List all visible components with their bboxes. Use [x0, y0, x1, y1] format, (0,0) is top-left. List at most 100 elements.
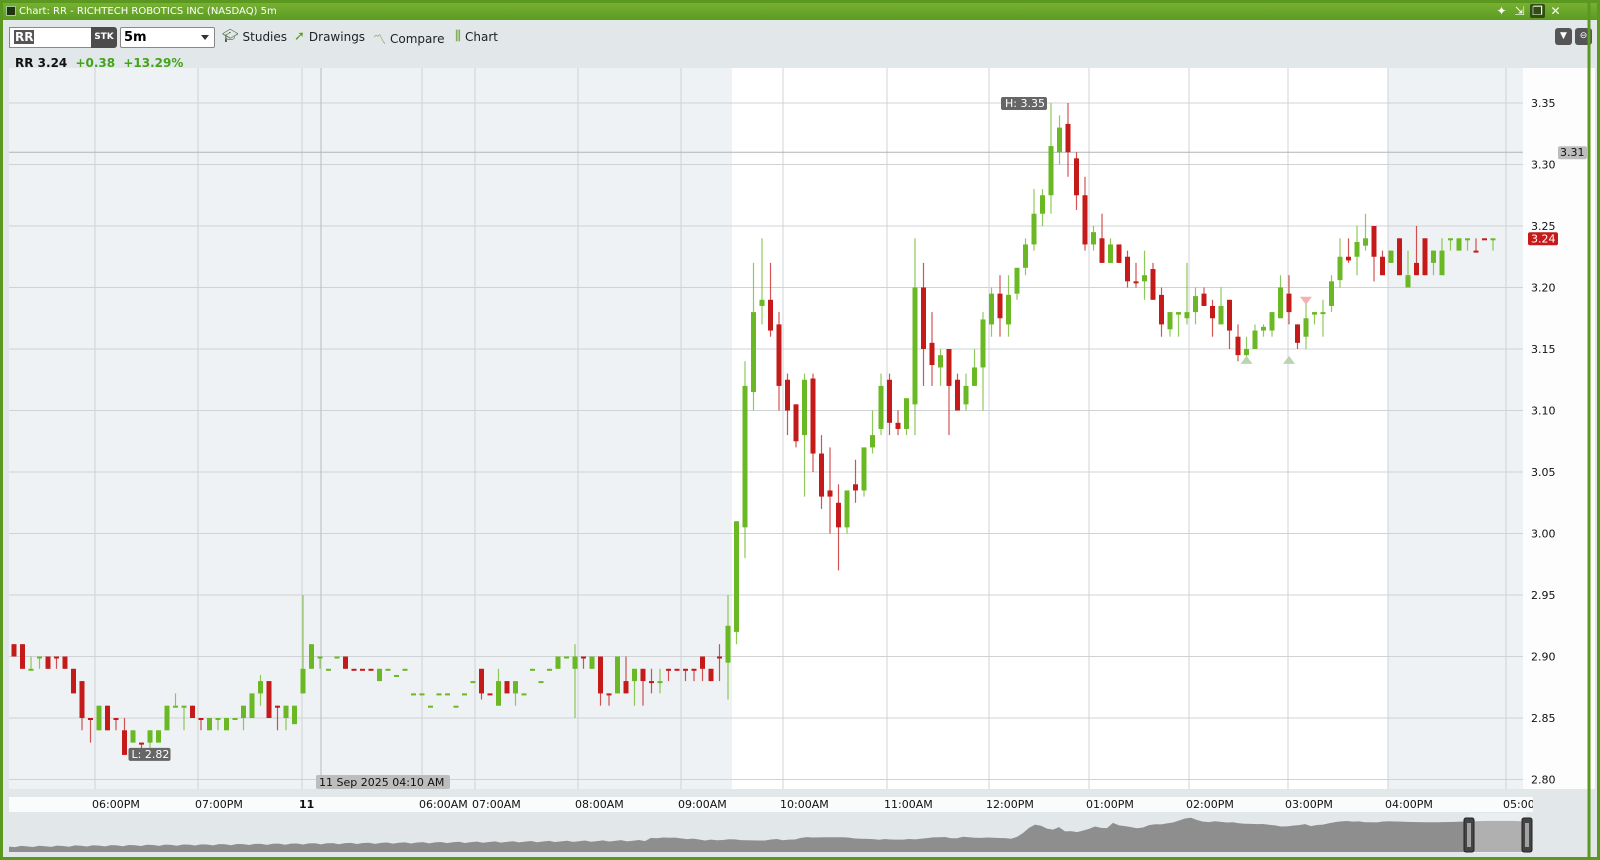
candle-body: [1482, 238, 1487, 241]
crosshair-date-label: 11 Sep 2025 04:10 AM: [319, 776, 444, 789]
candle-body: [717, 656, 722, 659]
price-tick-label: 3.20: [1531, 282, 1556, 295]
candle-body: [1227, 299, 1232, 331]
candle-body: [1142, 275, 1147, 282]
candle: [164, 705, 170, 731]
chart-type-button[interactable]: ⫼ Chart: [455, 29, 498, 44]
time-tick-label: 11:00AM: [884, 798, 933, 811]
candle: [1184, 262, 1190, 325]
candle-body: [360, 668, 365, 671]
compare-button[interactable]: 〽 Compare: [373, 29, 445, 49]
candle-body: [266, 681, 272, 718]
restore-icon[interactable]: ❐: [1530, 4, 1545, 18]
candle-body: [708, 668, 714, 682]
high-label-bg: [1001, 97, 1047, 110]
navigator-left-handle[interactable]: [1463, 817, 1475, 853]
interval-select[interactable]: 5m: [120, 27, 215, 48]
candle-body: [785, 379, 790, 411]
dropdown-menu-button[interactable]: ▼: [1555, 28, 1572, 45]
candle-body: [1193, 296, 1198, 313]
candle: [96, 705, 102, 731]
candle-body: [1278, 287, 1283, 319]
price-tick-label: 2.95: [1531, 589, 1556, 602]
candle: [309, 644, 314, 669]
candle-body: [1099, 238, 1105, 263]
symbol-input[interactable]: RR: [9, 27, 93, 48]
candles: [11, 103, 1496, 755]
candle: [1116, 244, 1122, 263]
candle: [759, 238, 765, 325]
candle: [819, 435, 824, 509]
candle: [1167, 312, 1173, 337]
candle: [1099, 213, 1105, 263]
candle-body: [504, 681, 510, 694]
candle: [394, 674, 399, 677]
hline-price-tag: [1558, 146, 1587, 160]
regular-session-area: [732, 68, 1388, 789]
candle-body: [20, 644, 25, 669]
candle-body: [810, 378, 816, 454]
candle: [1252, 324, 1258, 349]
navigator-right-handle[interactable]: [1521, 817, 1533, 853]
candle: [946, 349, 952, 436]
candle: [1431, 250, 1436, 276]
sec-type-badge[interactable]: STK: [91, 27, 117, 48]
candle-body: [564, 656, 569, 659]
candle-body: [173, 705, 178, 708]
candle-body: [912, 287, 918, 405]
candle: [1439, 238, 1445, 276]
candle: [836, 484, 841, 571]
candle-body: [1346, 256, 1351, 261]
detach-icon[interactable]: ⇲: [1514, 4, 1525, 18]
candle: [1405, 250, 1411, 288]
candle-body: [640, 668, 646, 682]
candle: [895, 410, 901, 436]
candle: [326, 668, 331, 671]
candle: [258, 674, 263, 706]
candle: [445, 693, 450, 696]
time-tick-label: 10:00AM: [780, 798, 829, 811]
candle-body: [147, 730, 153, 743]
candle: [79, 681, 85, 731]
candle-body: [521, 693, 527, 696]
candle: [955, 373, 960, 411]
candle-body: [1303, 318, 1309, 337]
time-tick-label: 06:00PM: [92, 798, 140, 811]
drawings-button[interactable]: ➚ Drawings: [294, 29, 365, 44]
candle: [827, 447, 833, 534]
candle-body: [419, 693, 425, 696]
candle: [810, 373, 816, 472]
candle: [751, 262, 756, 411]
candle: [666, 668, 671, 682]
time-tick-label: 12:00PM: [986, 798, 1034, 811]
candle-body: [844, 490, 850, 528]
candle-body: [1397, 238, 1402, 276]
compare-label: Compare: [390, 31, 445, 46]
candle: [598, 656, 603, 706]
candle-body: [827, 490, 833, 497]
last-price-tag: [1528, 232, 1558, 246]
candle: [1074, 152, 1079, 211]
candle-body: [105, 705, 110, 731]
candle-body: [1006, 294, 1011, 325]
symbol-value: RR: [14, 30, 35, 44]
candle-body: [1082, 195, 1088, 245]
price-axis[interactable]: 2.80 2.85 2.90 2.95 3.00 3.05 3.10 3.15 3.20 3.25…: [1523, 0, 1595, 860]
studies-button[interactable]: 🎓︎ Studies: [222, 29, 287, 44]
candle: [224, 718, 229, 731]
pin-icon[interactable]: ✦: [1496, 4, 1507, 18]
candle-body: [368, 668, 374, 671]
candle-body: [1201, 293, 1207, 306]
candle-body: [980, 319, 986, 368]
close-icon[interactable]: ✕: [1550, 4, 1561, 18]
candle-body: [130, 730, 136, 743]
candle-body: [207, 718, 212, 731]
navigator[interactable]: [9, 813, 1533, 853]
candle-body: [351, 668, 357, 671]
candle: [1286, 275, 1292, 325]
candle-body: [623, 681, 629, 694]
candle-body: [751, 312, 756, 393]
time-tick-label: 05:00PM: [1503, 798, 1551, 811]
candle: [1465, 238, 1470, 251]
